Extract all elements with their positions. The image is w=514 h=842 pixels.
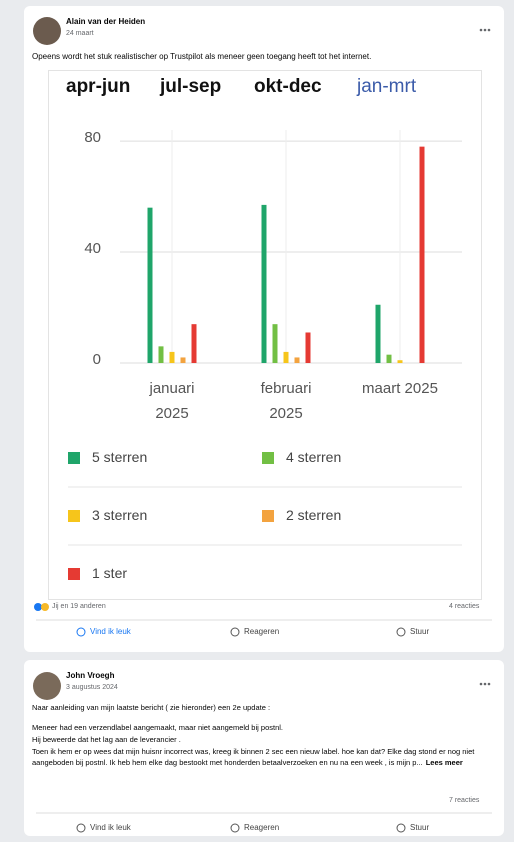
post-text: Naar aanleiding van mijn laatste bericht… xyxy=(32,703,271,712)
author-name: Alain van der Heiden xyxy=(66,17,146,26)
bar xyxy=(272,324,278,363)
bar xyxy=(261,204,267,363)
bar xyxy=(386,354,392,363)
period-tab[interactable]: okt-dec xyxy=(254,76,322,97)
menu-icon[interactable] xyxy=(479,28,491,32)
bar xyxy=(305,332,311,363)
reaction-icon xyxy=(34,603,42,611)
post-text: Toen ik hem er op wees dat mijn huisnr i… xyxy=(32,747,475,767)
action-button[interactable]: Stuur xyxy=(410,823,430,832)
action-button[interactable]: Vind ik leuk xyxy=(90,627,131,636)
bar xyxy=(158,346,164,363)
action-icon xyxy=(230,627,240,637)
comment-count[interactable]: 4 reacties xyxy=(449,603,480,610)
legend-swatch xyxy=(68,452,80,464)
legend-label: 4 sterren xyxy=(286,449,342,465)
post-text: Meneer had een verzendlabel aangemaakt, … xyxy=(32,723,283,732)
legend-label: 3 sterren xyxy=(92,507,148,523)
action-icon xyxy=(76,627,86,637)
action-icon xyxy=(396,627,406,637)
bar xyxy=(397,360,403,363)
period-tab[interactable]: apr-jun xyxy=(66,76,131,97)
post-date: 3 augustus 2024 xyxy=(66,684,118,691)
legend-swatch xyxy=(262,510,274,522)
bar xyxy=(283,351,289,363)
action-icon xyxy=(396,823,406,833)
bar xyxy=(419,146,425,363)
action-icon xyxy=(76,823,86,833)
legend-label: 2 sterren xyxy=(286,507,342,523)
avatar xyxy=(33,17,61,45)
bar xyxy=(169,351,175,363)
y-tick-label: 80 xyxy=(84,129,101,146)
reaction-icon xyxy=(41,603,49,611)
x-tick-label: maart 2025 xyxy=(362,380,438,397)
post-card xyxy=(24,660,504,836)
bar xyxy=(180,357,186,363)
action-button[interactable]: Reageren xyxy=(244,627,280,636)
legend-swatch xyxy=(262,452,274,464)
action-button[interactable]: Stuur xyxy=(410,627,430,636)
post-date: 24 maart xyxy=(66,30,94,37)
legend-swatch xyxy=(68,568,80,580)
avatar xyxy=(33,672,61,700)
legend-label: 1 ster xyxy=(92,565,128,581)
action-button[interactable]: Reageren xyxy=(244,823,280,832)
legend-swatch xyxy=(68,510,80,522)
bar xyxy=(147,207,153,363)
bar xyxy=(191,324,197,363)
period-tab[interactable]: jan-mrt xyxy=(357,76,417,97)
period-tab[interactable]: jul-sep xyxy=(160,76,222,97)
action-button[interactable]: Vind ik leuk xyxy=(90,823,131,832)
bar xyxy=(375,304,381,363)
author-name: John Vroegh xyxy=(66,671,115,680)
y-tick-label: 0 xyxy=(93,351,101,368)
x-tick-label: januari 2025 xyxy=(149,380,195,422)
action-icon xyxy=(230,823,240,833)
legend-label: 5 sterren xyxy=(92,449,148,465)
y-tick-label: 40 xyxy=(84,240,101,257)
reaction-summary: Jij en 19 anderen xyxy=(52,603,106,610)
menu-icon[interactable] xyxy=(479,682,491,686)
read-more[interactable]: Lees meer xyxy=(425,758,463,767)
bar xyxy=(294,357,300,363)
post-text: Opeens wordt het stuk realistischer op T… xyxy=(32,52,372,61)
x-tick-label: februari 2025 xyxy=(260,380,312,422)
comment-count[interactable]: 7 reacties xyxy=(449,797,480,804)
post-text: Hij beweerde dat het lag aan de leveranc… xyxy=(32,735,181,744)
